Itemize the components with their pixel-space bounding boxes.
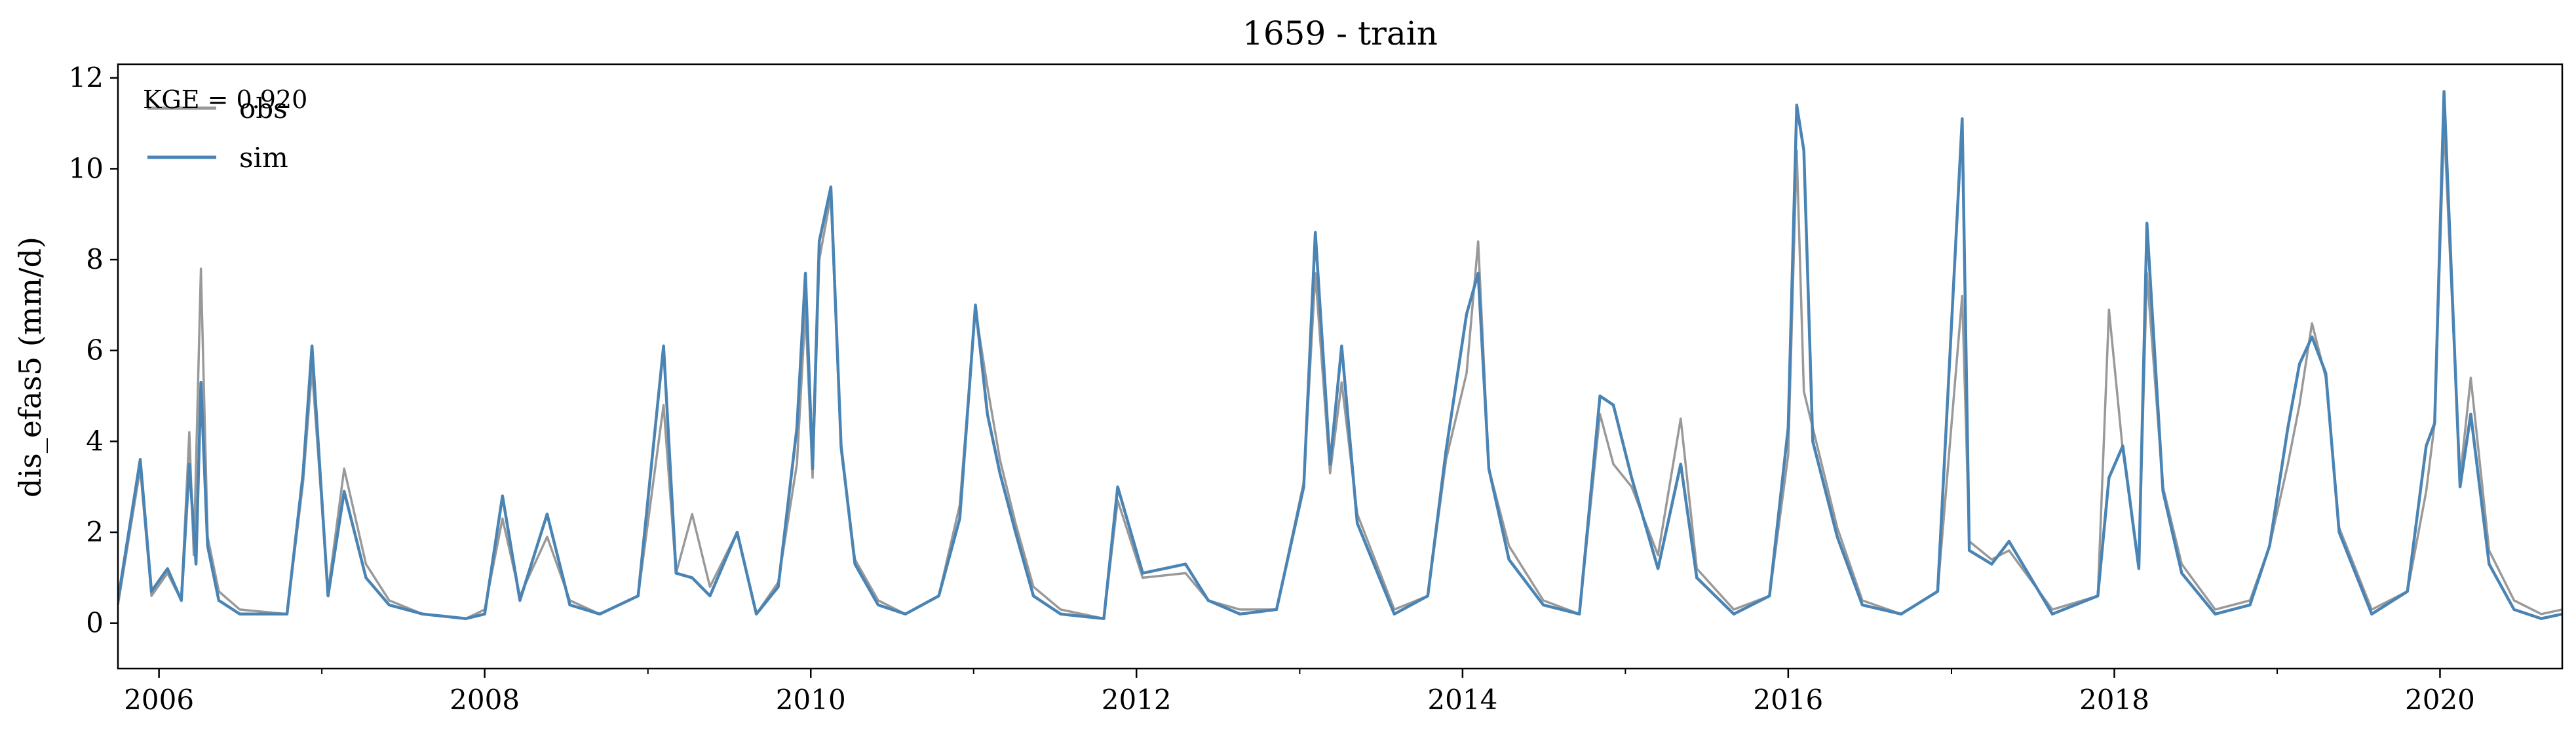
y-tick-label: 4 bbox=[86, 425, 104, 457]
y-tick-label: 10 bbox=[69, 152, 104, 184]
y-tick-label: 0 bbox=[86, 607, 104, 639]
x-tick-label: 2012 bbox=[1102, 684, 1172, 716]
series-line-sim bbox=[118, 90, 2562, 620]
x-tick-label: 2016 bbox=[1753, 684, 1823, 716]
y-tick-label: 8 bbox=[86, 243, 104, 275]
x-tick-label: 2018 bbox=[2079, 684, 2149, 716]
x-axis-minor-ticks bbox=[321, 669, 2278, 674]
legend-label-sim: sim bbox=[239, 142, 288, 174]
legend: obs sim bbox=[147, 92, 288, 174]
y-tick-label: 2 bbox=[86, 516, 104, 548]
x-axis-ticks: 2006 2008 2010 2012 2014 2016 2018 2020 bbox=[124, 669, 2475, 716]
legend-label-obs: obs bbox=[239, 92, 288, 125]
y-axis-label: dis_efas5 (mm/d) bbox=[12, 237, 48, 498]
y-axis-ticks: 0 2 4 6 8 10 12 bbox=[69, 62, 118, 639]
kge-annotation: KGE = 0.920 bbox=[143, 85, 307, 114]
y-tick-label: 12 bbox=[69, 62, 104, 94]
series-layer bbox=[118, 90, 2562, 620]
x-tick-label: 2006 bbox=[124, 684, 194, 716]
x-tick-label: 2014 bbox=[1427, 684, 1497, 716]
y-tick-label: 6 bbox=[86, 334, 104, 366]
x-tick-label: 2020 bbox=[2405, 684, 2475, 716]
chart-title: 1659 - train bbox=[1242, 14, 1438, 52]
x-tick-label: 2008 bbox=[450, 684, 520, 716]
plot-frame bbox=[117, 63, 2564, 670]
x-tick-label: 2010 bbox=[776, 684, 846, 716]
